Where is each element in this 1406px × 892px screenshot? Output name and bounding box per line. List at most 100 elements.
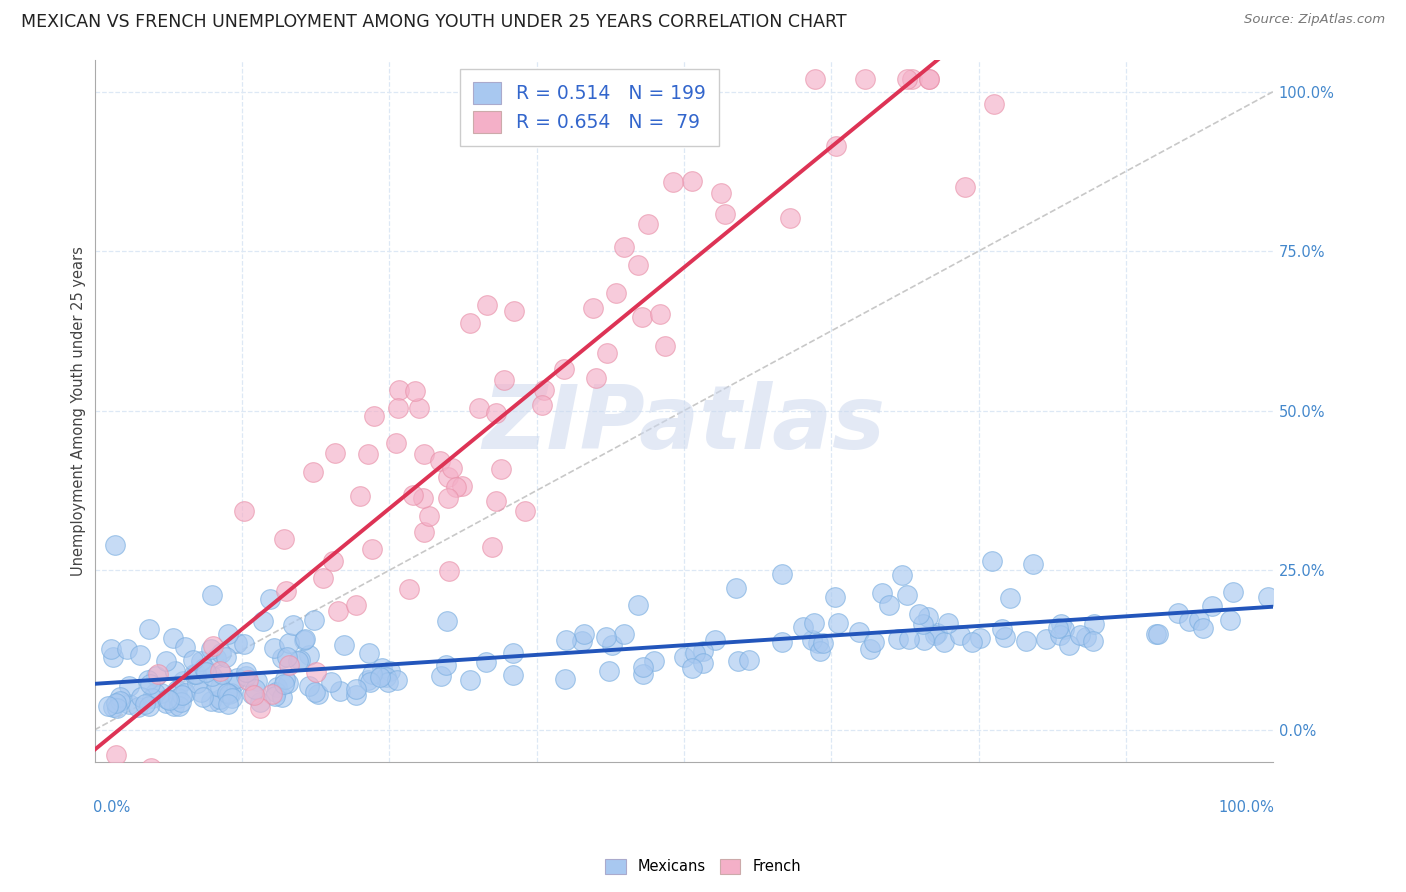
Point bbox=[1049, 627, 1071, 641]
Point bbox=[217, 697, 239, 711]
Point bbox=[1035, 632, 1057, 647]
Point bbox=[292, 632, 315, 647]
Point bbox=[128, 648, 150, 663]
Point bbox=[571, 634, 593, 648]
Point bbox=[167, 690, 190, 705]
Point bbox=[385, 673, 408, 687]
Point bbox=[283, 618, 305, 632]
Point bbox=[138, 698, 160, 713]
Point bbox=[288, 653, 311, 667]
Point bbox=[912, 616, 935, 631]
Point bbox=[104, 748, 127, 763]
Point bbox=[770, 566, 793, 581]
Point bbox=[357, 673, 380, 687]
Point bbox=[304, 685, 326, 699]
Point bbox=[792, 620, 814, 634]
Point bbox=[100, 642, 122, 657]
Point bbox=[1201, 599, 1223, 614]
Point bbox=[807, 635, 830, 649]
Point bbox=[437, 470, 460, 484]
Point bbox=[485, 494, 508, 508]
Point bbox=[294, 632, 316, 646]
Point bbox=[801, 633, 824, 648]
Text: MEXICAN VS FRENCH UNEMPLOYMENT AMONG YOUTH UNDER 25 YEARS CORRELATION CHART: MEXICAN VS FRENCH UNEMPLOYMENT AMONG YOU… bbox=[21, 13, 846, 31]
Point bbox=[955, 180, 977, 194]
Point bbox=[249, 701, 271, 715]
Point bbox=[387, 401, 409, 415]
Point bbox=[879, 598, 901, 612]
Point bbox=[118, 697, 141, 711]
Point bbox=[378, 664, 401, 678]
Point bbox=[1083, 634, 1105, 648]
Point bbox=[319, 674, 342, 689]
Point bbox=[710, 186, 733, 200]
Point bbox=[969, 631, 991, 645]
Point bbox=[513, 503, 536, 517]
Point bbox=[276, 650, 298, 665]
Point bbox=[998, 591, 1021, 606]
Point bbox=[413, 447, 436, 461]
Point bbox=[654, 339, 676, 353]
Point bbox=[444, 480, 467, 494]
Point bbox=[209, 692, 232, 706]
Point bbox=[918, 71, 941, 86]
Point bbox=[692, 644, 714, 658]
Legend: R = 0.514   N = 199, R = 0.654   N =  79: R = 0.514 N = 199, R = 0.654 N = 79 bbox=[460, 69, 720, 146]
Point bbox=[962, 635, 984, 649]
Point bbox=[907, 607, 929, 621]
Point bbox=[704, 633, 727, 648]
Point bbox=[811, 635, 834, 649]
Point bbox=[226, 636, 249, 650]
Point bbox=[143, 686, 166, 700]
Point bbox=[157, 693, 180, 707]
Point bbox=[808, 643, 831, 657]
Point bbox=[260, 687, 283, 701]
Point bbox=[235, 669, 257, 683]
Point bbox=[305, 665, 328, 680]
Point bbox=[271, 650, 294, 665]
Point bbox=[460, 316, 482, 330]
Point bbox=[174, 686, 197, 700]
Point bbox=[825, 138, 848, 153]
Point bbox=[912, 632, 935, 647]
Point bbox=[219, 686, 242, 700]
Point bbox=[344, 681, 367, 696]
Point bbox=[896, 588, 918, 602]
Point bbox=[502, 646, 524, 660]
Point bbox=[127, 699, 149, 714]
Point bbox=[1222, 584, 1244, 599]
Point bbox=[273, 677, 295, 691]
Point bbox=[1191, 621, 1213, 635]
Point bbox=[467, 401, 489, 416]
Point bbox=[233, 504, 256, 518]
Point bbox=[363, 409, 385, 423]
Point bbox=[803, 71, 825, 86]
Point bbox=[134, 697, 156, 711]
Point bbox=[650, 307, 672, 321]
Point bbox=[853, 72, 876, 87]
Point bbox=[949, 628, 972, 642]
Point bbox=[681, 173, 703, 187]
Point bbox=[553, 361, 575, 376]
Point bbox=[242, 688, 264, 702]
Point bbox=[554, 672, 576, 686]
Point bbox=[896, 71, 918, 86]
Point bbox=[252, 614, 274, 628]
Point bbox=[138, 673, 160, 688]
Point bbox=[165, 664, 187, 678]
Point bbox=[673, 649, 696, 664]
Point bbox=[215, 650, 238, 665]
Point bbox=[637, 218, 659, 232]
Point bbox=[404, 384, 426, 398]
Point bbox=[329, 684, 352, 698]
Point bbox=[326, 604, 349, 618]
Point bbox=[485, 405, 508, 419]
Point bbox=[155, 697, 177, 711]
Point bbox=[1069, 628, 1091, 642]
Point bbox=[1015, 633, 1038, 648]
Point bbox=[725, 582, 748, 596]
Point bbox=[186, 666, 208, 681]
Point bbox=[278, 636, 301, 650]
Point bbox=[270, 690, 292, 704]
Point bbox=[105, 697, 128, 711]
